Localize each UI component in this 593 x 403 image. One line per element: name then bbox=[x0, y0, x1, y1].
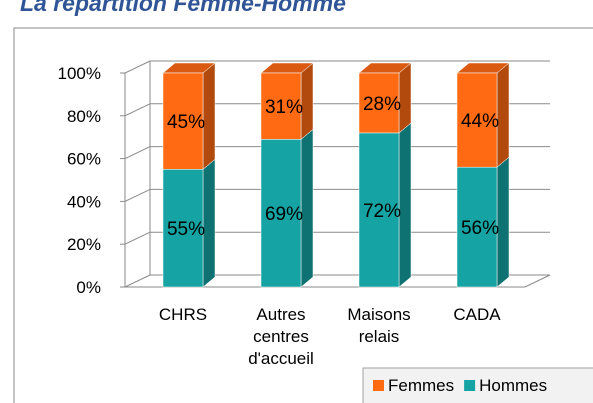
y-tick-label: 0% bbox=[76, 278, 101, 297]
value-label: 72% bbox=[363, 201, 401, 222]
bar bbox=[260, 72, 302, 140]
x-tick-label: Maisons relais bbox=[347, 305, 411, 346]
x-tick-label: CHRS bbox=[158, 305, 208, 324]
value-label: 28% bbox=[363, 94, 401, 115]
bar bbox=[456, 72, 498, 168]
value-label: 44% bbox=[461, 111, 499, 132]
y-tick-label: 80% bbox=[67, 107, 101, 126]
bar bbox=[358, 72, 400, 134]
y-tick-label: 100% bbox=[58, 64, 101, 83]
grid-line-side bbox=[124, 231, 151, 245]
value-label: 69% bbox=[265, 204, 303, 225]
legend-label: Femmes bbox=[388, 376, 454, 395]
bar bbox=[162, 169, 204, 288]
legend-box bbox=[362, 367, 593, 403]
y-tick-label: 40% bbox=[67, 192, 101, 211]
grid-line-side bbox=[124, 146, 151, 160]
value-label: 45% bbox=[167, 112, 205, 133]
legend-label: Hommes bbox=[479, 376, 547, 395]
x-tick-label: CADA bbox=[453, 305, 501, 324]
bar bbox=[162, 72, 204, 170]
bar bbox=[456, 166, 498, 288]
grid-line-side bbox=[124, 60, 151, 74]
grid-line-side bbox=[124, 188, 151, 202]
bar bbox=[260, 139, 302, 288]
bar bbox=[358, 132, 400, 288]
grid-line-side bbox=[124, 274, 151, 288]
y-tick-label: 60% bbox=[67, 150, 101, 169]
chart-title: La répartition Femme-Homme bbox=[20, 0, 346, 16]
floor-right bbox=[524, 274, 551, 288]
x-tick-label: Autres centres d'accueil bbox=[248, 305, 314, 368]
legend-swatch bbox=[373, 380, 384, 391]
value-label: 56% bbox=[461, 218, 499, 239]
value-label: 55% bbox=[167, 219, 205, 240]
y-tick-label: 20% bbox=[67, 235, 101, 254]
value-label: 31% bbox=[265, 97, 303, 118]
legend-swatch bbox=[464, 380, 476, 391]
grid-line-side bbox=[124, 103, 151, 117]
